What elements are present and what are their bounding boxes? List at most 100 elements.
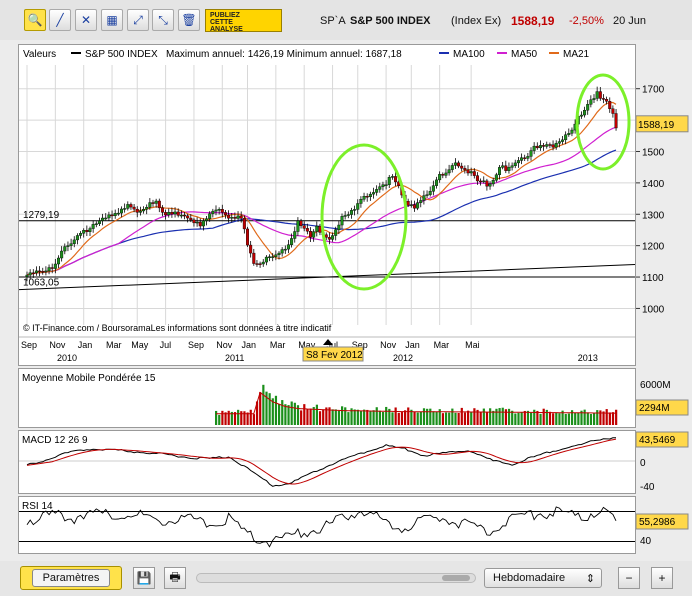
volume-bar (451, 408, 454, 425)
volume-bar (580, 410, 583, 425)
parametres-button[interactable]: Paramètres (20, 566, 122, 590)
x-year-2013: 2013 (578, 353, 598, 363)
volume-bar (441, 413, 444, 425)
candle-body (101, 217, 105, 222)
volume-bar (460, 407, 463, 425)
series-ma50 (26, 126, 617, 276)
candle-body (510, 165, 514, 168)
candle-body (176, 211, 180, 216)
candle-body (368, 193, 372, 198)
candle-body (501, 165, 505, 168)
volume-bar (552, 413, 555, 425)
move-icon[interactable]: ⤡ (152, 9, 174, 31)
instrument-name: S&P 500 INDEX (350, 15, 431, 27)
candle-body (362, 196, 366, 200)
volume-bar (435, 411, 438, 425)
candle-body (431, 185, 435, 192)
legend-minmax: Maximum annuel: 1426,19 Minimum annuel: … (166, 49, 402, 60)
price-chart[interactable]: Valeurs S&P 500 INDEX Maximum annuel: 1426… (18, 45, 636, 365)
volume-value-box (635, 399, 689, 416)
volume-bar (570, 410, 574, 425)
volume-bar (530, 412, 533, 425)
volume-bar (296, 405, 300, 425)
volume-bar (300, 410, 303, 425)
candle-body (249, 244, 253, 254)
x-tick-nov: Nov (216, 340, 233, 350)
volume-bar (249, 409, 252, 425)
indicator-icon[interactable]: ▦ (101, 9, 123, 31)
volume-bar (504, 409, 507, 425)
trash-icon[interactable]: 🗑 (178, 9, 200, 31)
candle-body (353, 209, 357, 211)
candle-body (312, 231, 316, 238)
macd-value: 43,5469 (639, 435, 676, 446)
candle-body (340, 216, 344, 226)
candle-body (255, 263, 259, 265)
candle-body (220, 209, 224, 213)
rsi-chart[interactable]: RSI 14 (19, 497, 635, 553)
candle-body (450, 165, 454, 170)
period-select[interactable]: Hebdomadaire ⇕ (484, 568, 602, 588)
candle-body (91, 224, 95, 229)
candle-body (394, 176, 398, 183)
candle-body (494, 174, 498, 181)
volume-bar (363, 409, 366, 425)
x-year-2012: 2012 (393, 353, 413, 363)
candle-body (107, 214, 111, 219)
candle-body (334, 229, 338, 236)
copyright-note: © IT-Finance.com / BoursoramaLes informa… (23, 323, 332, 333)
candle-body (349, 210, 353, 215)
volume-bar (413, 411, 416, 425)
candle-body (457, 162, 461, 167)
volume-bar (312, 407, 315, 425)
candle-body (110, 214, 114, 217)
candle-body (409, 204, 413, 206)
candle-body (491, 180, 495, 185)
candle-body (227, 214, 231, 219)
candle-body (416, 202, 420, 209)
publish-analysis-button[interactable]: PUBLIEZ CETTE ANALYSE (205, 9, 282, 33)
volume-bar (227, 410, 230, 425)
candle-body (179, 214, 183, 217)
zoom-in-icon[interactable]: + (651, 567, 673, 589)
toolbar: 🔍 ╱ ✕ ▦ ⤢ ⤡ 🗑 PUBLIEZ CETTE ANALYSE SP`A… (0, 0, 692, 40)
level-label-1279: 1279,19 (23, 210, 60, 221)
volume-bar (448, 412, 451, 425)
candle-body (142, 209, 146, 212)
fit-icon[interactable]: ⤢ (127, 9, 149, 31)
candle-body (460, 165, 464, 169)
candle-body (387, 177, 391, 185)
candle-body (119, 208, 123, 214)
time-scrollbar[interactable] (196, 573, 476, 583)
candle-body (94, 223, 98, 225)
candle-body (160, 207, 164, 213)
candle-body (63, 246, 67, 252)
publiez-line2: CETTE (210, 19, 233, 26)
volume-bar (315, 404, 318, 425)
candle-body (337, 224, 341, 230)
candle-body (422, 195, 426, 201)
save-icon[interactable]: 💾 (133, 567, 155, 589)
candle-body (293, 231, 297, 239)
volume-bar (366, 409, 369, 425)
horizontal-line-icon[interactable]: ✕ (75, 9, 97, 31)
candle-body (264, 256, 268, 263)
y-tick-1000: 1000 (642, 304, 665, 315)
zoom-out-icon[interactable]: − (618, 567, 640, 589)
trendline-icon[interactable]: ╱ (49, 9, 71, 31)
volume-bar (457, 412, 460, 425)
candle-body (545, 144, 549, 147)
volume-chart[interactable]: Moyenne Mobile Pondérée 15 (19, 369, 635, 427)
series-ma21 (26, 101, 617, 276)
macd-chart[interactable]: MACD 12 26 9 (19, 431, 635, 493)
candle-body (148, 202, 152, 208)
candle-body (498, 167, 502, 175)
volume-bar (265, 391, 268, 425)
zoom-icon[interactable]: 🔍 (24, 9, 46, 31)
volume-bar (388, 408, 391, 425)
scrollbar-thumb[interactable] (442, 575, 470, 581)
y-tick-1700: 1700 (642, 85, 665, 96)
candle-body (104, 217, 108, 220)
print-icon[interactable]: 🖶 (164, 567, 186, 589)
volume-bar (498, 408, 501, 425)
